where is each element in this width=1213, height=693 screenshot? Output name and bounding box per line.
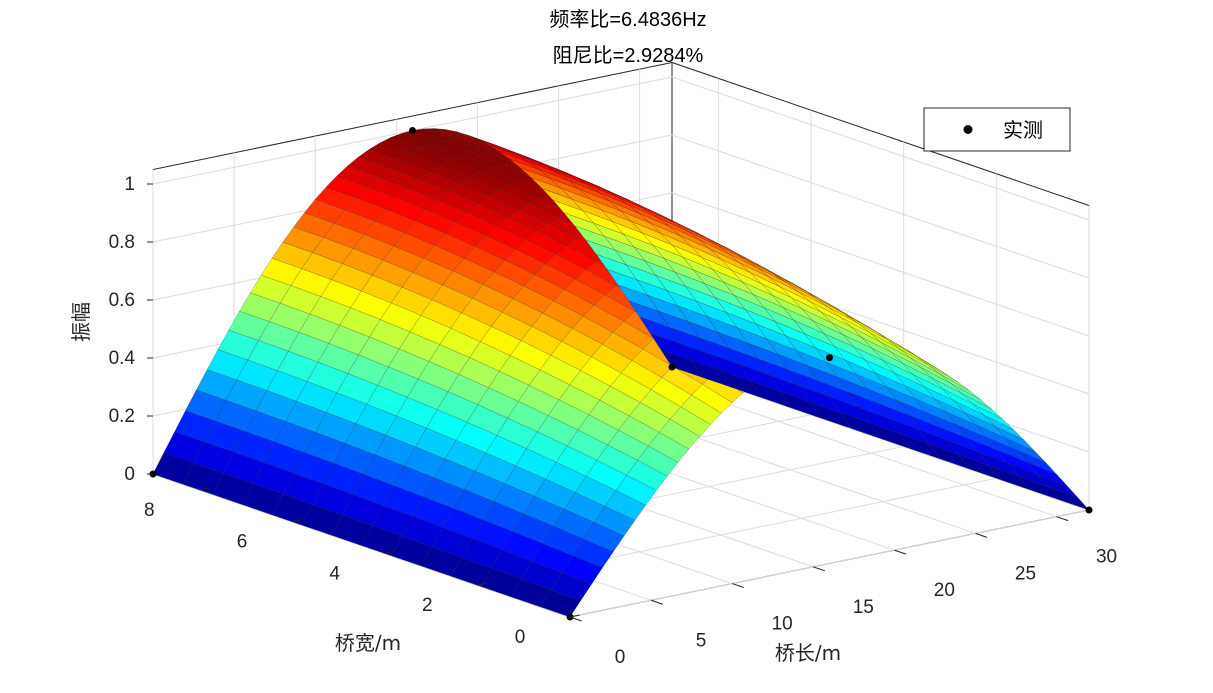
x-tick-label: 30 [1096, 547, 1117, 568]
y-tick-label: 6 [237, 532, 248, 553]
data-point [1085, 506, 1093, 514]
x-tick-mark [650, 599, 663, 605]
y-tick-label: 2 [422, 595, 433, 616]
title-line-2: 阻尼比=2.9284% [553, 44, 704, 67]
x-tick-mark [813, 566, 826, 572]
legend-label: 实测 [1003, 118, 1043, 142]
surface-mesh [152, 128, 1090, 618]
z-tick-label: 0.2 [109, 406, 135, 427]
x-tick-mark [569, 616, 582, 622]
x-axis-label: 桥长/m [775, 641, 841, 665]
x-tick-label: 15 [853, 597, 874, 618]
x-tick-mark [894, 549, 907, 555]
chart-title: 频率比=6.4836Hz 阻尼比=2.9284% [549, 8, 706, 67]
y-tick-label: 4 [329, 563, 340, 584]
x-tick-mark [1056, 516, 1069, 522]
x-tick-mark [732, 583, 744, 589]
y-tick-mark [477, 582, 488, 586]
y-tick-mark [291, 519, 302, 523]
x-tick-label: 0 [615, 647, 626, 668]
z-tick-label: 0.8 [109, 232, 135, 253]
z-tick-label: 0 [124, 464, 135, 485]
x-tick-label: 5 [696, 630, 707, 651]
data-point [409, 127, 416, 134]
y-tick-mark [199, 487, 210, 491]
y-tick-label: 8 [144, 500, 155, 521]
y-axis-label: 桥宽/m [335, 631, 401, 655]
x-tick-label: 25 [1015, 563, 1036, 584]
title-line-1: 频率比=6.4836Hz [549, 8, 706, 31]
y-tick-mark [569, 614, 580, 618]
data-point [826, 354, 833, 362]
surface-patch [539, 589, 582, 618]
x-tick-mark [975, 532, 988, 538]
legend-box [923, 107, 1071, 152]
x-tick-label: 20 [934, 580, 955, 601]
z-tick-label: 0.6 [109, 290, 135, 311]
legend-marker [963, 125, 973, 134]
grid-line-z [152, 76, 1090, 221]
surface-patch [1047, 486, 1090, 511]
data-point [668, 363, 676, 371]
z-tick-label: 0.4 [109, 348, 136, 369]
y-tick-mark [384, 550, 395, 554]
legend: 实测 [923, 107, 1071, 152]
y-tick-label: 0 [515, 627, 526, 648]
x-tick-label: 10 [772, 614, 793, 635]
z-tick-label: 1 [124, 174, 135, 195]
axis-labels: 桥长/m 桥宽/m 振幅 [69, 302, 841, 665]
z-axis-label: 振幅 [69, 302, 93, 342]
